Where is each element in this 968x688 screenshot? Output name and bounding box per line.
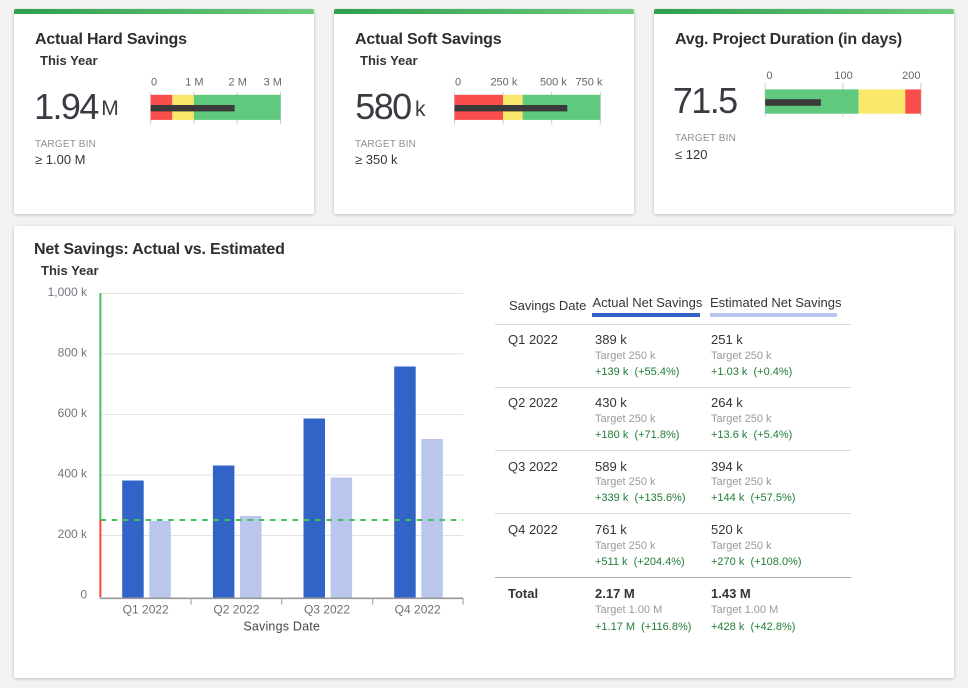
svg-text:0: 0 [766,70,772,82]
svg-text:500 k: 500 k [540,77,567,89]
svg-text:Q1 2022: Q1 2022 [123,602,169,616]
svg-text:200: 200 [902,70,920,82]
svg-text:Q4 2022: Q4 2022 [395,602,441,616]
svg-text:2 M: 2 M [229,77,247,89]
svg-text:250 k: 250 k [490,77,517,89]
svg-text:Q2 2022: Q2 2022 [213,602,259,616]
svg-text:Q3 2022: Q3 2022 [304,602,350,616]
svg-text:0: 0 [80,588,87,602]
svg-text:0: 0 [151,77,157,89]
svg-text:Savings Date: Savings Date [243,620,320,634]
svg-text:100: 100 [834,70,852,82]
svg-text:400 k: 400 k [58,467,88,481]
svg-text:200 k: 200 k [58,527,88,541]
svg-text:600 k: 600 k [58,406,88,420]
svg-text:800 k: 800 k [58,346,88,360]
svg-text:0: 0 [455,77,461,89]
svg-text:1,000 k: 1,000 k [48,285,88,299]
svg-text:750 k: 750 k [576,77,603,89]
svg-text:3 M: 3 M [264,77,282,89]
svg-text:1 M: 1 M [185,77,203,89]
